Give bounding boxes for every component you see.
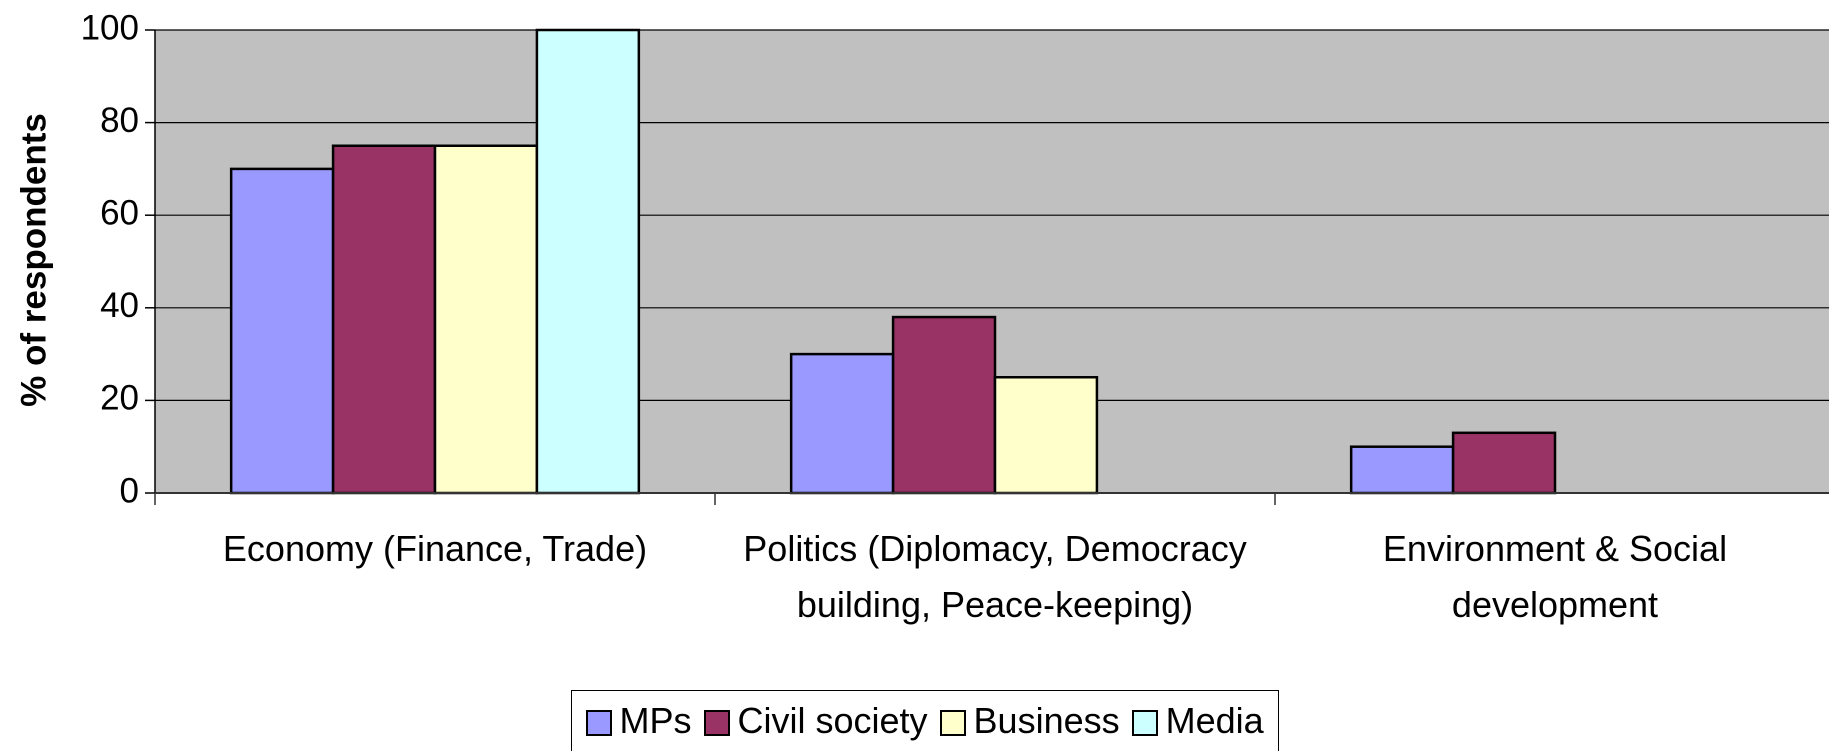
bar xyxy=(229,167,335,495)
legend-label: Civil society xyxy=(737,700,928,741)
legend-label: Media xyxy=(1165,700,1264,741)
x-tick-label: Environment & Social development xyxy=(1382,528,1728,625)
legend-swatch xyxy=(1131,710,1158,737)
bar xyxy=(433,144,539,495)
bar xyxy=(331,144,437,495)
y-axis-label: % of respondents xyxy=(14,113,53,407)
legend-item: Media xyxy=(1131,700,1264,742)
legend-item: MPs xyxy=(585,700,692,742)
legend-label: MPs xyxy=(619,700,692,741)
y-tick-label: 20 xyxy=(100,379,139,418)
legend-swatch xyxy=(939,710,966,737)
y-tick-label: 60 xyxy=(100,193,139,232)
legend-swatch xyxy=(585,710,612,737)
y-tick-label: 80 xyxy=(100,101,139,140)
bar xyxy=(891,315,997,495)
bar xyxy=(535,28,641,495)
y-tick-label: 40 xyxy=(100,286,139,325)
bar xyxy=(1451,431,1557,495)
legend-swatch xyxy=(703,710,730,737)
y-tick-label: 0 xyxy=(120,471,139,510)
y-tick-label: 100 xyxy=(81,8,139,47)
legend-label: Business xyxy=(973,700,1120,741)
x-tick-label: Politics (Diplomacy, Democracy building,… xyxy=(743,528,1247,625)
legend: MPs Civil society Business Media xyxy=(570,690,1279,751)
bar xyxy=(1349,445,1455,495)
x-tick-label: Economy (Finance, Trade) xyxy=(222,528,648,569)
bar xyxy=(993,376,1099,495)
legend-item: Business xyxy=(939,700,1120,742)
bar xyxy=(789,352,895,495)
legend-item: Civil society xyxy=(703,700,928,742)
